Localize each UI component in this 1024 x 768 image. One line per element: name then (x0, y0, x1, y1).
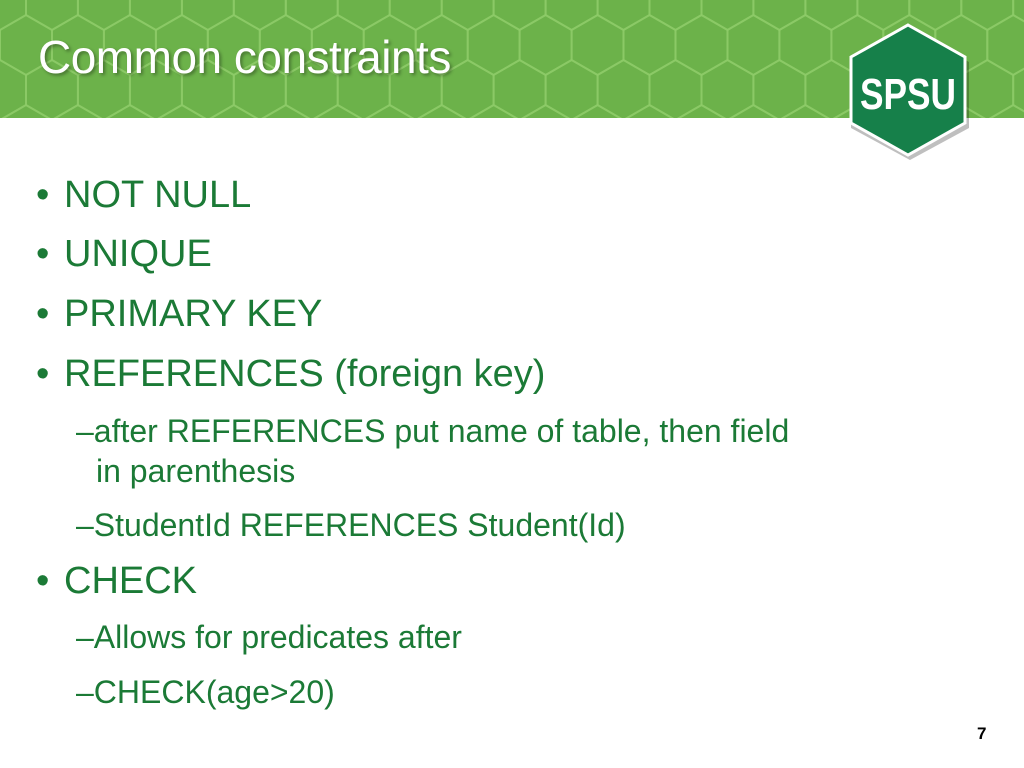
sub-bullet-references-1: –after REFERENCES put name of table, the… (76, 411, 789, 491)
bullet-primary-key: • PRIMARY KEY (36, 293, 322, 336)
sub-bullet-line: –after REFERENCES put name of table, the… (76, 413, 790, 449)
sub-bullet-references-2: –StudentId REFERENCES Student(Id) (76, 505, 626, 545)
logo-text: SPSU (860, 70, 956, 119)
bullet-text: UNIQUE (64, 233, 212, 275)
page-number: 7 (977, 724, 987, 743)
bullet-references: • REFERENCES (foreign key) (36, 353, 545, 396)
spsu-logo: SPSU (849, 23, 969, 160)
sub-bullet-line: –CHECK(age>20) (76, 674, 335, 710)
sub-bullet-check-2: –CHECK(age>20) (76, 672, 335, 712)
bullet-text: REFERENCES (foreign key) (64, 353, 546, 395)
bullet-unique: • UNIQUE (36, 233, 212, 276)
bullet-check: • CHECK (36, 560, 197, 603)
sub-bullet-line: –Allows for predicates after (76, 619, 462, 655)
bullet-dot: • (36, 560, 50, 602)
slide-title: Common constraints (38, 31, 451, 83)
sub-bullet-line: in parenthesis (96, 453, 296, 489)
bullet-text: NOT NULL (64, 174, 252, 216)
bullet-dot: • (36, 293, 50, 335)
hexagon-pattern (0, 0, 1024, 118)
sub-bullet-check-1: –Allows for predicates after (76, 617, 462, 657)
bullet-not-null: • NOT NULL (36, 174, 251, 217)
bullet-dot: • (36, 233, 50, 275)
bullet-text: PRIMARY KEY (64, 293, 323, 335)
sub-bullet-line: –StudentId REFERENCES Student(Id) (76, 507, 626, 543)
bullet-text: CHECK (64, 560, 198, 602)
bullet-dot: • (36, 174, 50, 216)
bullet-dot: • (36, 353, 50, 395)
